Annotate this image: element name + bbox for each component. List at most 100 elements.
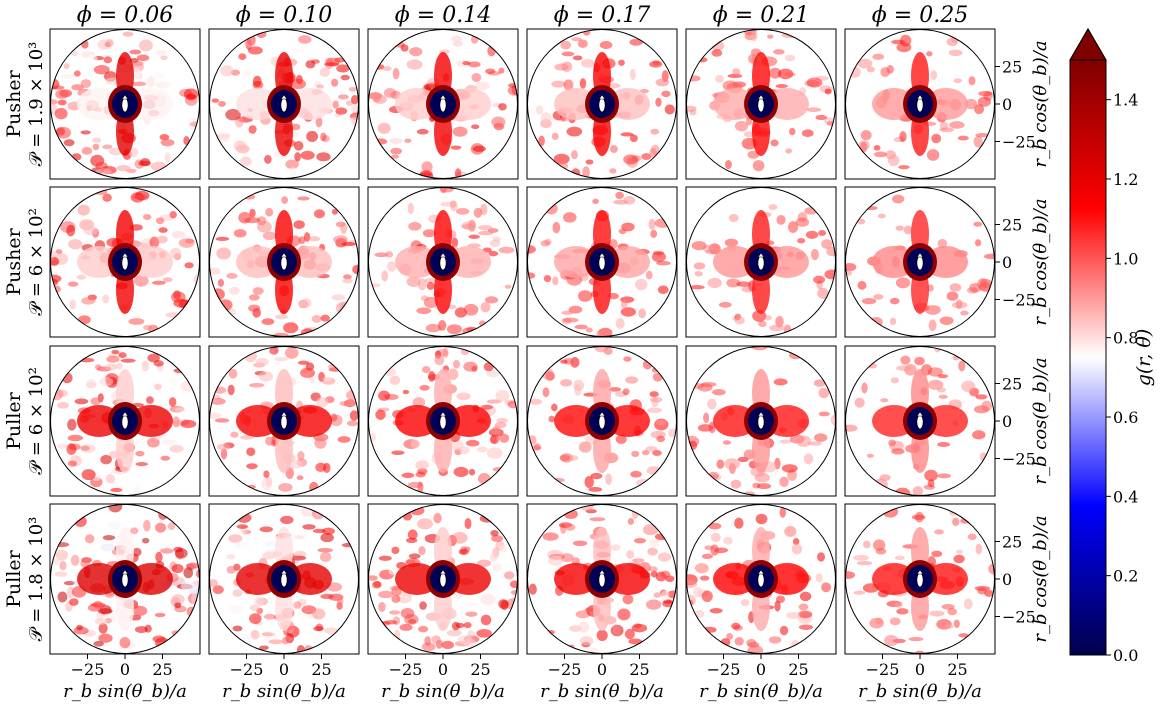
- density-speckle: [375, 409, 386, 420]
- swimmer-arrow-icon: [280, 94, 288, 100]
- density-speckle: [651, 251, 666, 263]
- density-speckle: [246, 447, 256, 456]
- density-speckle: [268, 639, 284, 645]
- density-speckle: [498, 103, 507, 111]
- density-speckle: [618, 228, 627, 235]
- density-speckle: [228, 368, 238, 379]
- density-speckle: [66, 586, 75, 599]
- density-speckle: [406, 59, 423, 70]
- domain-circle: [50, 346, 200, 496]
- density-speckle: [824, 88, 832, 95]
- density-speckle: [810, 248, 819, 261]
- density-speckle: [542, 387, 550, 398]
- density-speckle: [624, 628, 635, 640]
- density-speckle: [212, 585, 224, 594]
- density-speckle: [560, 553, 574, 563]
- density-speckle: [341, 241, 357, 247]
- density-speckle: [390, 154, 400, 159]
- density-speckle: [57, 99, 67, 106]
- density-speckle: [118, 352, 127, 359]
- x-tick-label: −25: [230, 660, 264, 679]
- density-speckle: [937, 238, 948, 249]
- domain-circle: [368, 29, 518, 179]
- density-speckle: [815, 573, 823, 583]
- density-speckle: [686, 580, 698, 588]
- density-speckle: [69, 598, 79, 606]
- density-speckle: [498, 599, 509, 609]
- density-speckle: [152, 635, 166, 643]
- density-speckle: [486, 399, 502, 404]
- density-speckle: [589, 647, 599, 654]
- density-speckle: [734, 517, 744, 529]
- density-speckle: [734, 636, 744, 646]
- x-axis-label: r_b sin(θ_b)/a: [540, 681, 664, 702]
- density-speckle: [552, 221, 561, 234]
- density-speckle: [450, 145, 462, 150]
- density-speckle: [768, 67, 782, 79]
- density-speckle: [817, 552, 826, 562]
- density-speckle: [50, 274, 62, 283]
- density-speckle: [764, 315, 772, 321]
- density-speckle: [100, 543, 116, 552]
- row-label-swimmer: Pusher: [3, 227, 25, 295]
- density-speckle: [895, 277, 911, 289]
- density-speckle: [561, 310, 574, 315]
- density-speckle: [81, 469, 96, 481]
- density-speckle: [274, 356, 288, 362]
- density-speckle: [730, 479, 742, 489]
- panel: [685, 28, 837, 180]
- density-speckle: [492, 236, 501, 242]
- density-speckle: [265, 436, 274, 446]
- density-speckle: [649, 60, 663, 68]
- density-speckle: [258, 371, 274, 382]
- density-speckle: [896, 365, 912, 371]
- density-speckle: [751, 346, 768, 351]
- panel: [844, 345, 996, 497]
- density-speckle: [889, 617, 901, 626]
- density-speckle: [718, 301, 732, 308]
- density-speckle: [86, 54, 98, 66]
- density-speckle: [106, 355, 120, 363]
- density-speckle: [382, 66, 392, 71]
- density-speckle: [467, 630, 475, 638]
- density-speckle: [461, 224, 476, 230]
- density-speckle: [155, 522, 167, 533]
- density-speckle: [895, 225, 904, 231]
- density-speckle: [705, 249, 720, 255]
- density-speckle: [290, 78, 306, 90]
- row-label-swimmer: Puller: [3, 391, 25, 449]
- density-speckle: [302, 524, 316, 530]
- panel: [208, 186, 360, 338]
- density-speckle: [452, 40, 464, 47]
- colorbar-tick-label: 1.0: [1113, 249, 1138, 268]
- swimmer-icon: [757, 414, 765, 430]
- density-speckle: [425, 323, 441, 333]
- density-speckle: [405, 537, 418, 543]
- density-speckle: [798, 610, 813, 619]
- density-speckle: [239, 540, 254, 553]
- density-speckle: [54, 107, 68, 120]
- density-speckle: [577, 290, 593, 302]
- density-speckle: [218, 100, 226, 107]
- density-speckle: [900, 355, 911, 365]
- density-speckle: [264, 549, 278, 557]
- density-speckle: [491, 425, 501, 436]
- domain-circle: [686, 187, 836, 337]
- density-speckle: [246, 463, 258, 470]
- density-speckle: [803, 453, 814, 465]
- density-speckle: [504, 284, 512, 289]
- panel: [526, 345, 678, 497]
- density-speckle: [63, 63, 70, 70]
- density-speckle: [857, 58, 873, 69]
- density-speckle: [314, 437, 327, 449]
- density-speckle: [861, 382, 868, 394]
- row-label-swimmer: Puller: [3, 549, 25, 607]
- density-speckle: [734, 316, 745, 325]
- swimmer-icon: [916, 97, 924, 113]
- density-speckle: [648, 566, 658, 572]
- swimmer-arrow-icon: [121, 569, 129, 575]
- density-speckle: [446, 629, 462, 637]
- density-speckle: [723, 536, 733, 545]
- density-speckle: [407, 202, 414, 215]
- density-speckle: [472, 145, 487, 152]
